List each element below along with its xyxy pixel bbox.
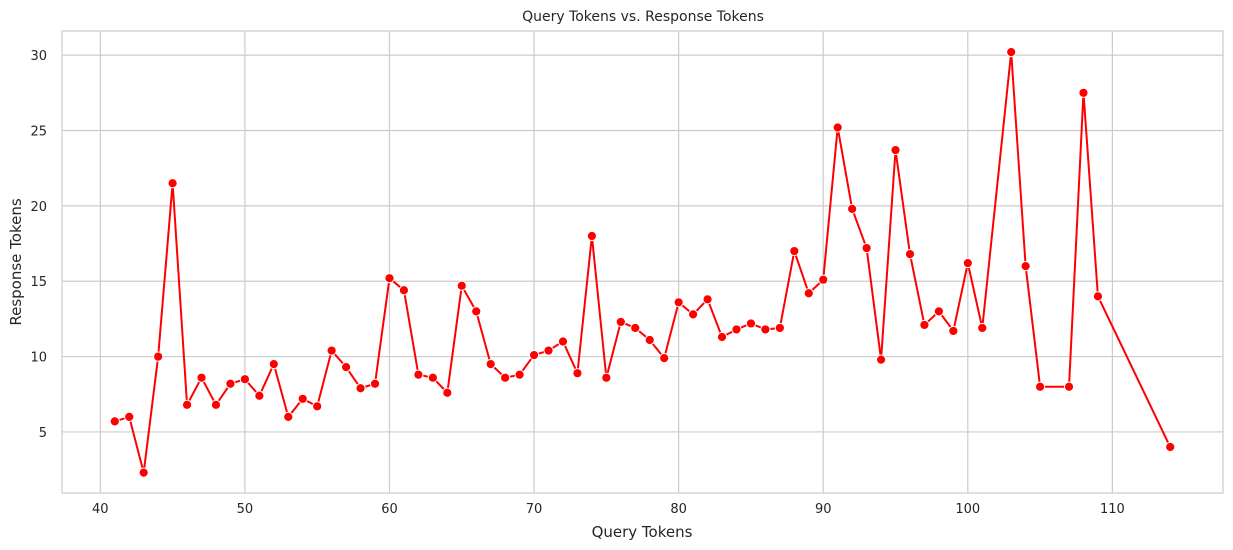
data-point: [196, 372, 207, 383]
y-tick-label: 5: [39, 426, 47, 441]
data-point: [210, 399, 222, 410]
data-point: [716, 331, 728, 343]
data-point: [500, 372, 511, 383]
data-point: [312, 401, 323, 412]
data-point: [1092, 291, 1104, 302]
x-tick-labels: 40 50 60 70 80 90 100 110: [92, 502, 1125, 517]
y-tick-labels: 5 10 15 20 25 30: [30, 49, 47, 441]
data-point: [948, 325, 959, 337]
data-point: [731, 324, 742, 335]
data-point: [471, 306, 482, 317]
data-point: [847, 203, 858, 214]
data-point: [615, 316, 626, 328]
data-point: [890, 144, 901, 156]
data-point: [355, 383, 366, 394]
data-point: [933, 306, 944, 317]
data-point: [803, 288, 814, 299]
x-tick-label: 110: [1100, 502, 1125, 517]
x-grid: [99, 31, 1113, 493]
y-grid: [62, 54, 1223, 433]
x-tick-label: 50: [237, 502, 254, 517]
data-point: [904, 248, 916, 260]
x-tick-label: 100: [955, 502, 980, 517]
data-point: [225, 378, 236, 389]
x-tick-label: 80: [670, 502, 687, 517]
data-point: [514, 369, 525, 380]
x-tick-label: 40: [92, 502, 109, 517]
data-point: [789, 245, 800, 257]
data-points: [109, 47, 1176, 478]
y-tick-label: 15: [30, 275, 47, 290]
data-point: [427, 372, 438, 383]
plot-frame: [61, 30, 1224, 494]
y-axis-label: Response Tokens: [7, 198, 25, 325]
data-point: [977, 322, 988, 334]
data-point: [153, 351, 164, 362]
data-point: [919, 319, 930, 331]
data-point: [1063, 381, 1075, 392]
data-point: [572, 368, 583, 379]
data-point: [485, 359, 496, 370]
y-tick-label: 20: [30, 200, 47, 215]
chart-title: Query Tokens vs. Response Tokens: [522, 9, 764, 25]
data-point: [138, 467, 149, 478]
y-tick-label: 30: [30, 49, 47, 64]
data-point: [283, 411, 294, 422]
x-tick-label: 70: [526, 502, 543, 517]
data-point: [456, 280, 467, 291]
data-point: [962, 258, 973, 269]
data-point: [1035, 381, 1046, 392]
data-point: [181, 399, 193, 410]
data-point: [239, 374, 250, 385]
data-point: [254, 390, 265, 401]
data-point: [297, 393, 308, 404]
data-point: [109, 416, 120, 427]
data-point: [398, 285, 410, 296]
data-point: [124, 411, 135, 422]
data-point: [1078, 87, 1089, 98]
data-point: [861, 242, 872, 254]
y-tick-label: 10: [30, 351, 47, 366]
data-point: [832, 122, 843, 133]
series-line: [114, 51, 1172, 474]
data-point: [673, 297, 684, 308]
data-point: [384, 273, 395, 284]
data-point: [528, 349, 540, 361]
data-point: [167, 178, 178, 189]
data-point: [442, 387, 453, 398]
data-point: [644, 334, 655, 346]
data-point: [760, 324, 771, 335]
data-point: [586, 230, 598, 242]
data-point: [745, 318, 757, 329]
data-point: [1006, 47, 1017, 58]
data-point: [875, 354, 887, 365]
x-axis-label: Query Tokens: [592, 523, 693, 541]
data-point: [702, 294, 713, 305]
data-point: [774, 322, 785, 334]
data-point: [268, 359, 279, 370]
data-point: [659, 352, 670, 364]
data-point: [1020, 261, 1031, 272]
data-point: [557, 336, 569, 347]
data-point: [688, 309, 699, 320]
data-point: [413, 369, 424, 380]
data-point: [630, 322, 641, 334]
x-tick-label: 60: [381, 502, 398, 517]
data-point: [818, 274, 829, 285]
x-tick-label: 90: [815, 502, 832, 517]
data-point: [326, 345, 337, 356]
data-point: [543, 345, 554, 356]
data-point: [601, 372, 612, 383]
data-point: [1165, 441, 1176, 453]
data-point: [341, 362, 352, 373]
data-point: [369, 378, 381, 389]
y-tick-label: 25: [30, 124, 47, 139]
